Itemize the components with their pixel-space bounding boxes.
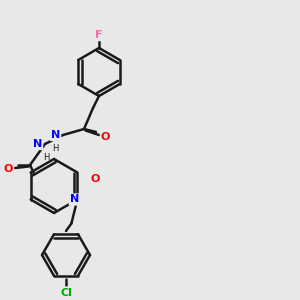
Text: O: O [101, 131, 110, 142]
Text: N: N [70, 194, 79, 205]
Text: Cl: Cl [60, 287, 72, 298]
Text: O: O [91, 173, 100, 184]
Text: O: O [4, 164, 13, 175]
Text: H: H [52, 144, 59, 153]
Text: N: N [33, 139, 42, 149]
Text: F: F [95, 30, 103, 40]
Text: N: N [51, 130, 60, 140]
Text: H: H [43, 153, 50, 162]
